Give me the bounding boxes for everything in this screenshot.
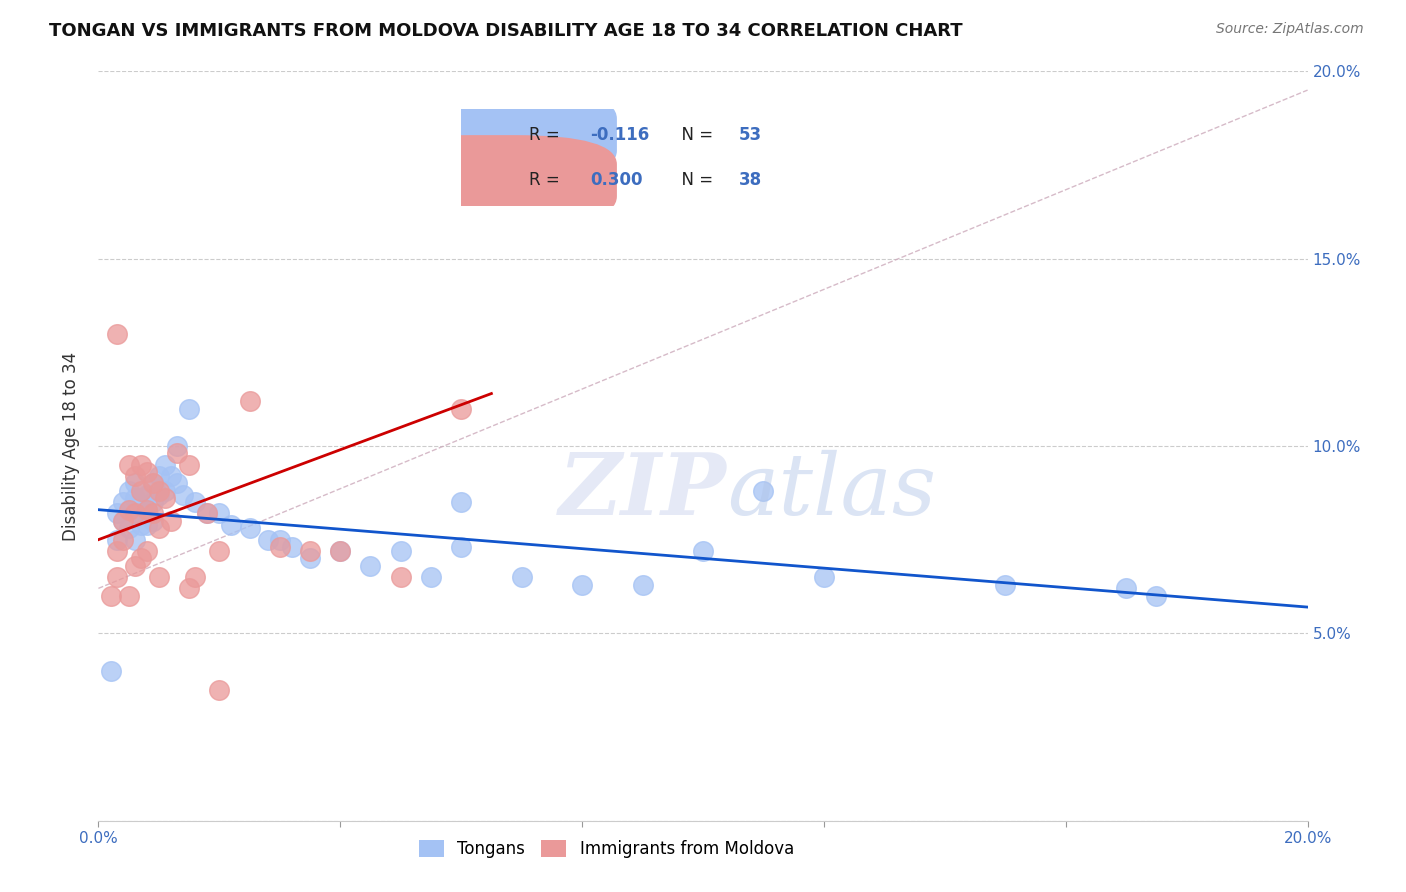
Legend: Tongans, Immigrants from Moldova: Tongans, Immigrants from Moldova [412, 833, 800, 864]
Point [329, 544, 352, 558]
Point [269, 533, 291, 547]
Point [105, 507, 128, 521]
Point [111, 514, 134, 528]
Point [166, 439, 188, 453]
Point [129, 507, 152, 521]
Point [179, 458, 201, 472]
Point [148, 521, 170, 535]
Point [142, 507, 165, 521]
Point [299, 551, 322, 566]
Point [179, 401, 201, 416]
Point [124, 491, 146, 506]
Point [1144, 589, 1167, 603]
Point [118, 521, 141, 535]
Point [571, 577, 593, 591]
Point [135, 465, 157, 479]
Point [389, 544, 412, 558]
Point [129, 491, 152, 506]
Point [135, 488, 157, 502]
Point [148, 483, 170, 498]
Point [148, 469, 170, 483]
Point [1115, 582, 1137, 596]
Point [124, 476, 146, 491]
Point [153, 483, 176, 498]
Point [184, 570, 207, 584]
Point [239, 521, 262, 535]
Point [420, 570, 443, 584]
Text: Source: ZipAtlas.com: Source: ZipAtlas.com [1216, 22, 1364, 37]
Point [329, 544, 352, 558]
Point [105, 570, 128, 584]
Point [118, 502, 141, 516]
Point [208, 682, 231, 697]
Y-axis label: Disability Age 18 to 34: Disability Age 18 to 34 [62, 351, 80, 541]
Text: ZIP: ZIP [560, 450, 727, 533]
Point [195, 507, 218, 521]
Point [111, 533, 134, 547]
Point [166, 476, 188, 491]
Point [299, 544, 322, 558]
Point [148, 488, 170, 502]
Point [256, 533, 278, 547]
Point [142, 514, 165, 528]
Point [124, 469, 146, 483]
Point [118, 483, 141, 498]
Point [160, 469, 183, 483]
Point [111, 495, 134, 509]
Point [142, 476, 165, 491]
Point [100, 664, 122, 678]
Point [239, 394, 262, 409]
Point [172, 488, 194, 502]
Point [118, 458, 141, 472]
Point [208, 507, 231, 521]
Point [360, 558, 382, 573]
Point [100, 589, 122, 603]
Point [118, 589, 141, 603]
Point [692, 544, 714, 558]
Point [153, 458, 176, 472]
Point [184, 495, 207, 509]
Point [135, 544, 157, 558]
Point [450, 495, 472, 509]
Point [124, 507, 146, 521]
Text: TONGAN VS IMMIGRANTS FROM MOLDOVA DISABILITY AGE 18 TO 34 CORRELATION CHART: TONGAN VS IMMIGRANTS FROM MOLDOVA DISABI… [49, 22, 963, 40]
Point [118, 502, 141, 516]
Point [142, 476, 165, 491]
Point [510, 570, 533, 584]
Point [105, 544, 128, 558]
Point [269, 540, 291, 554]
Point [813, 570, 835, 584]
Point [179, 582, 201, 596]
Point [166, 446, 188, 460]
Point [450, 540, 472, 554]
Point [124, 558, 146, 573]
Point [105, 326, 128, 341]
Point [389, 570, 412, 584]
Point [129, 458, 152, 472]
Point [142, 495, 165, 509]
Point [135, 502, 157, 516]
Point [148, 570, 170, 584]
Point [153, 491, 176, 506]
Point [281, 540, 304, 554]
Point [129, 551, 152, 566]
Point [129, 517, 152, 532]
Point [994, 577, 1017, 591]
Point [221, 517, 243, 532]
Point [160, 514, 183, 528]
Point [135, 517, 157, 532]
Point [195, 507, 218, 521]
Point [631, 577, 654, 591]
Point [752, 483, 775, 498]
Point [124, 533, 146, 547]
Text: atlas: atlas [727, 450, 936, 533]
Point [105, 533, 128, 547]
Point [208, 544, 231, 558]
Point [129, 483, 152, 498]
Point [450, 401, 472, 416]
Point [111, 514, 134, 528]
Point [135, 502, 157, 516]
